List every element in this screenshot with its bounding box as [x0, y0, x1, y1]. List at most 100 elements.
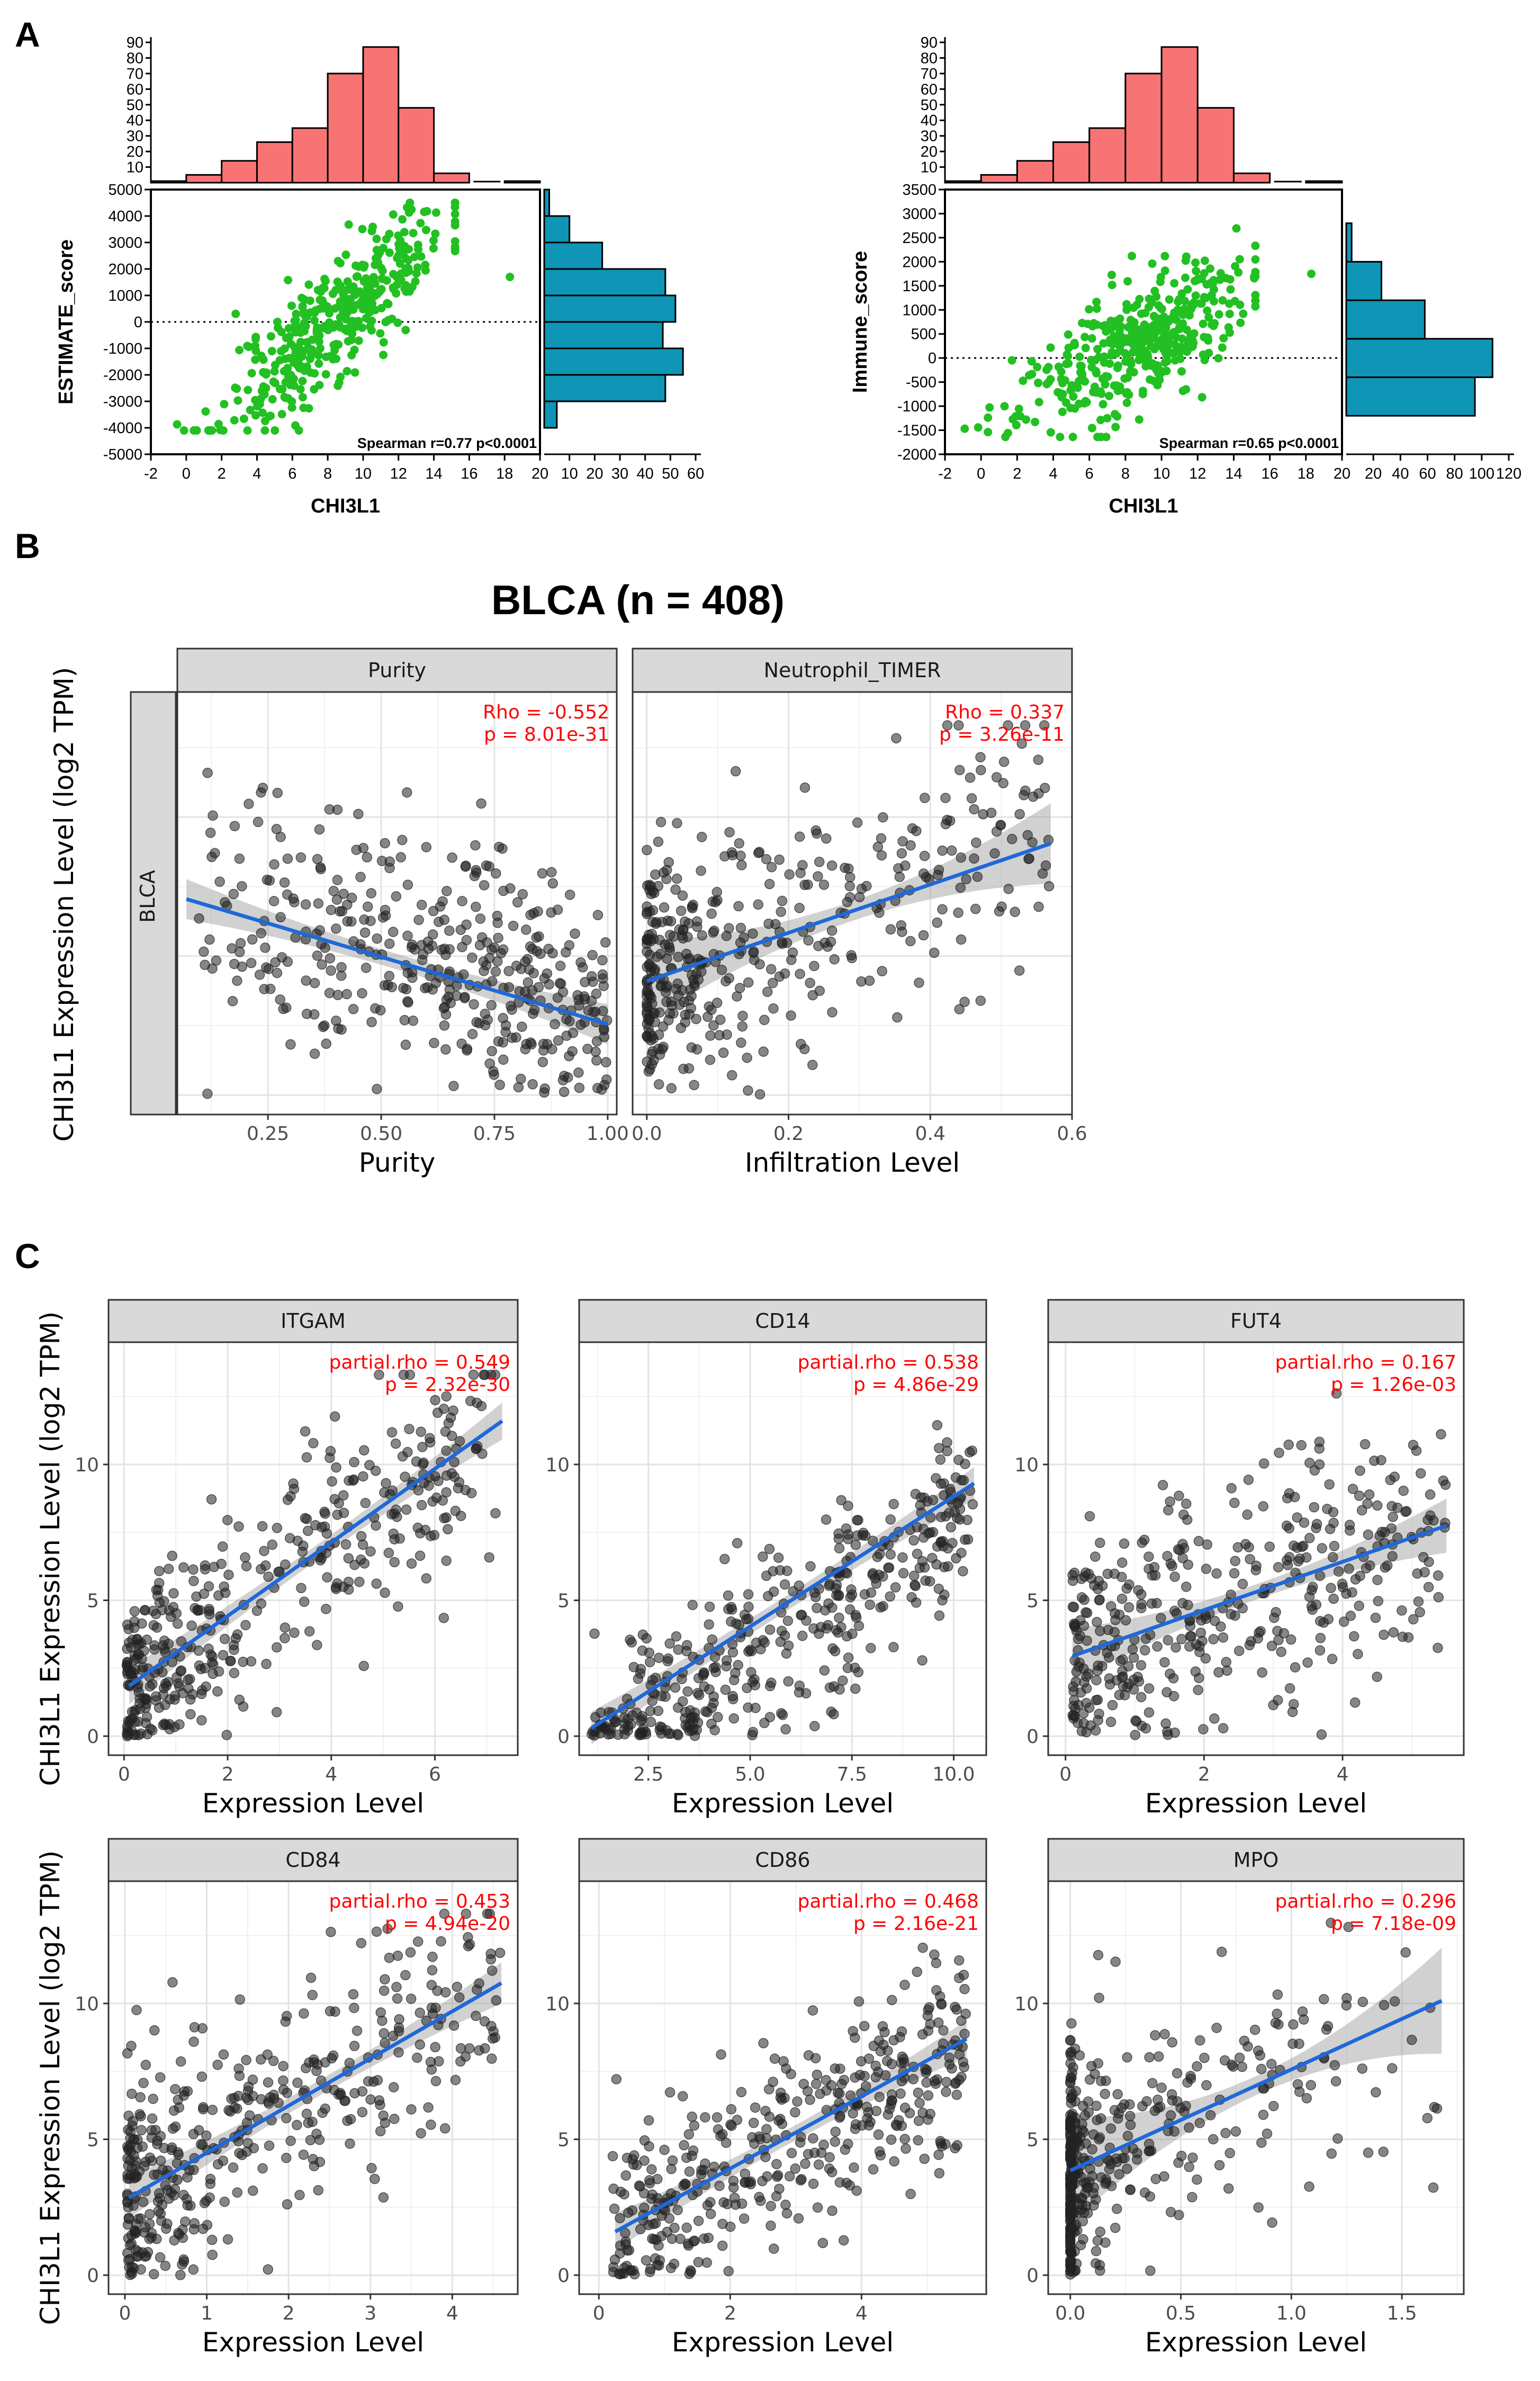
data-point: [1184, 2162, 1195, 2172]
top-hist-bar: [1196, 107, 1235, 184]
data-point: [188, 1564, 199, 1575]
data-point: [749, 955, 760, 965]
data-point: [1122, 2131, 1133, 2141]
data-point: [214, 876, 225, 887]
data-point: [1433, 1642, 1443, 1654]
rho-annotation: partial.rho = 0.453: [329, 1891, 510, 1912]
data-point: [238, 1657, 248, 1667]
data-point: [959, 1983, 970, 1994]
data-point: [1069, 1567, 1080, 1578]
right-hist-tick-label: 120: [1496, 465, 1521, 482]
data-point: [170, 2084, 181, 2095]
data-point: [693, 2215, 704, 2226]
data-point: [712, 998, 723, 1008]
data-point: [331, 923, 341, 934]
data-point: [1230, 2126, 1241, 2137]
data-point: [204, 934, 215, 945]
y-tick-label: 3500: [902, 182, 936, 199]
y-tick-label: -4000: [103, 420, 142, 437]
top-hist-bar: [1305, 180, 1343, 184]
data-point: [378, 274, 387, 283]
data-point: [688, 2236, 699, 2247]
data-point: [1003, 720, 1013, 731]
p-value-annotation: p = 4.94e-20: [385, 1913, 510, 1935]
data-point: [931, 1957, 942, 1969]
data-point: [129, 1606, 140, 1616]
data-point: [880, 2070, 891, 2081]
data-point: [138, 2197, 149, 2207]
data-point: [430, 2002, 441, 2013]
data-point: [1150, 2030, 1160, 2041]
data-point: [414, 245, 423, 254]
data-point: [919, 2153, 930, 2164]
data-point: [1155, 2101, 1166, 2112]
data-point: [538, 1045, 549, 1056]
data-point: [404, 1424, 415, 1434]
data-point: [1408, 1614, 1419, 1625]
y-tick-label: -1000: [897, 398, 936, 415]
data-point: [732, 1538, 743, 1549]
data-point: [644, 1015, 655, 1026]
data-point: [209, 1561, 220, 1573]
data-point: [1031, 417, 1040, 426]
data-point: [1079, 2110, 1091, 2121]
data-point: [1183, 1600, 1193, 1611]
data-point: [1067, 2068, 1077, 2078]
data-point: [1134, 415, 1143, 424]
data-point: [1225, 299, 1234, 308]
spearman-annotation: Spearman r=0.65 p<0.0001: [1159, 435, 1339, 451]
data-point: [1192, 266, 1201, 275]
data-point: [890, 1582, 901, 1593]
data-point: [457, 896, 467, 906]
data-point: [1211, 1568, 1222, 1579]
data-point: [1143, 1707, 1155, 1718]
x-tick-label: 1.0: [1276, 2303, 1307, 2324]
data-point: [1373, 1596, 1384, 1606]
data-point: [668, 931, 679, 942]
data-point: [764, 1712, 776, 1722]
data-point: [773, 1552, 784, 1563]
data-point: [615, 2213, 625, 2224]
data-point: [864, 1600, 876, 1610]
data-point: [859, 2071, 870, 2081]
x-tick-label: 0.2: [773, 1123, 804, 1145]
data-point: [487, 976, 498, 987]
data-point: [705, 1030, 716, 1041]
data-point: [413, 1485, 424, 1496]
data-point: [1160, 316, 1169, 325]
data-point: [448, 1405, 458, 1416]
data-point: [1182, 1514, 1193, 1525]
data-point: [159, 1718, 170, 1729]
data-point: [259, 1546, 269, 1557]
data-point: [814, 1628, 824, 1639]
data-point: [970, 903, 981, 914]
data-point: [280, 1622, 291, 1633]
data-point: [1122, 2163, 1132, 2174]
data-point: [1105, 391, 1114, 400]
data-point: [1150, 286, 1159, 295]
data-point: [1065, 2204, 1076, 2215]
data-point: [958, 2056, 969, 2068]
data-point: [189, 2022, 200, 2033]
data-point: [1203, 333, 1212, 342]
data-point: [206, 1657, 218, 1668]
data-point: [1160, 266, 1169, 275]
data-point: [1194, 2035, 1205, 2046]
data-point: [805, 2095, 815, 2105]
data-point: [1230, 1610, 1240, 1621]
data-point: [1219, 334, 1228, 343]
data-point: [1060, 376, 1069, 385]
data-point: [228, 888, 239, 900]
data-point: [1193, 1685, 1203, 1695]
data-point: [1218, 1723, 1229, 1733]
data-point: [1136, 1603, 1147, 1613]
data-point: [794, 903, 805, 913]
data-point: [1184, 1641, 1195, 1652]
data-point: [140, 2060, 151, 2070]
data-point: [1159, 2029, 1170, 2039]
data-point: [1084, 1511, 1095, 1522]
p-value-annotation: p = 2.32e-30: [385, 1374, 510, 1396]
x-tick-label: 18: [496, 465, 513, 482]
data-point: [798, 2079, 809, 2089]
data-point: [775, 2092, 786, 2103]
